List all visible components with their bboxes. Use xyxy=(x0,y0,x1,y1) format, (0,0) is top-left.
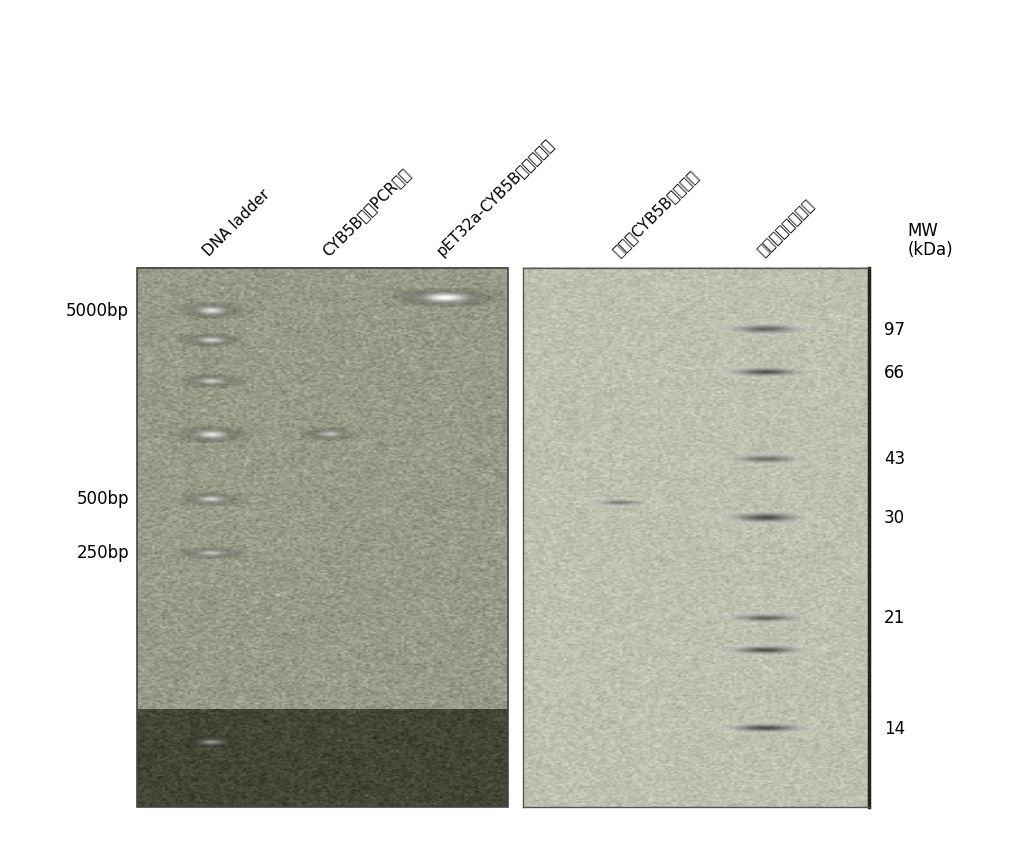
Text: 低分子量标准蛋白: 低分子量标准蛋白 xyxy=(755,197,817,259)
Text: 97: 97 xyxy=(884,320,905,338)
Bar xyxy=(137,268,508,807)
Text: 43: 43 xyxy=(884,450,905,468)
Text: pET32a-CYB5B双酵切产物: pET32a-CYB5B双酵切产物 xyxy=(435,136,558,259)
Text: MW
(kDa): MW (kDa) xyxy=(907,222,953,259)
Text: 14: 14 xyxy=(884,720,905,738)
Text: CYB5B片断PCR产物: CYB5B片断PCR产物 xyxy=(319,166,412,259)
Text: 500bp: 500bp xyxy=(76,490,129,508)
Text: 30: 30 xyxy=(884,509,905,527)
Text: 250bp: 250bp xyxy=(76,545,129,563)
Text: 66: 66 xyxy=(884,363,905,381)
Text: DNA ladder: DNA ladder xyxy=(201,186,273,259)
Text: 21: 21 xyxy=(884,609,905,627)
Text: 纯化同CYB5B重组蛋白: 纯化同CYB5B重组蛋白 xyxy=(610,167,701,259)
Text: 5000bp: 5000bp xyxy=(66,302,129,319)
